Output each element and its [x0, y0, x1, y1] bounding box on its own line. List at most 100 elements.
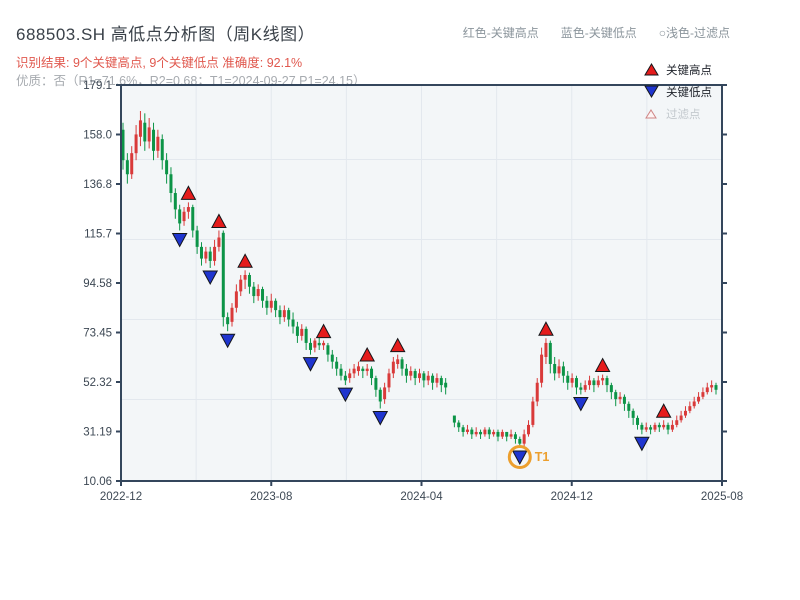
candle-body — [247, 274, 251, 287]
key-high-marker — [594, 357, 611, 373]
y-tick-label: 115.7 — [84, 229, 112, 241]
key-high-marker — [211, 213, 227, 228]
page-title: 688503.SH 高低点分析图（周K线图） — [16, 25, 316, 44]
key-high-marker — [538, 321, 554, 336]
legend-label: 关键高点 — [666, 64, 712, 77]
candle-body — [143, 122, 147, 142]
candle-body — [160, 139, 164, 161]
candle-body — [313, 340, 317, 348]
candle-body — [308, 342, 312, 350]
candle-body — [492, 431, 496, 435]
candle-body — [191, 207, 195, 231]
red-up-triangle-icon — [644, 63, 659, 76]
candle-body — [518, 438, 522, 444]
candle-body — [675, 420, 679, 425]
key-high-marker — [359, 346, 376, 362]
candle-body — [239, 279, 243, 292]
candle-body — [426, 375, 430, 381]
candle-body — [500, 431, 504, 437]
candle-body — [579, 387, 583, 390]
candle-body — [221, 232, 225, 318]
candle-body — [496, 431, 500, 437]
candle-body — [697, 396, 701, 402]
plot-legend: 关键高点 关键低点 过滤点 — [644, 61, 712, 122]
color-legend-key-low: 蓝色-关键低点 — [560, 26, 637, 40]
candle-body — [509, 434, 513, 437]
candle-body — [195, 230, 199, 247]
candle-body — [400, 359, 404, 369]
candle-body — [226, 317, 230, 325]
candle-body — [596, 380, 600, 386]
candle-body — [217, 237, 221, 247]
candle-body — [304, 328, 308, 343]
candle-body — [439, 378, 443, 386]
candle-body — [653, 424, 657, 430]
candle-body — [553, 364, 557, 374]
candle-body — [413, 371, 417, 379]
candle-body — [631, 410, 635, 418]
candle-body — [679, 415, 683, 421]
candle-body — [130, 153, 134, 175]
candle-body — [169, 174, 173, 193]
candle-body — [252, 286, 256, 297]
legend-item-filtered: 过滤点 — [644, 105, 712, 122]
candle-body — [186, 207, 190, 212]
blue-down-triangle-icon — [644, 85, 659, 98]
candle-body — [387, 373, 391, 388]
candle-body — [566, 375, 570, 383]
candle-body — [265, 300, 269, 308]
candle-body — [152, 129, 156, 151]
candle-body — [622, 396, 626, 404]
candle-body — [291, 319, 295, 327]
candle-body — [396, 359, 400, 365]
key-high-marker — [180, 185, 197, 200]
candles-group — [121, 111, 718, 448]
candle-body — [531, 401, 535, 425]
recognition-result-text: 识别结果: 9个关键高点, 9个关键低点 准确度: 92.1% — [16, 56, 303, 70]
candle-body — [574, 378, 578, 388]
candle-body — [705, 387, 709, 393]
candle-body — [474, 431, 478, 435]
key-low-marker — [634, 436, 650, 452]
candle-body — [666, 424, 670, 430]
key-low-marker — [302, 357, 319, 372]
y-tick-label: 136.8 — [83, 179, 112, 191]
candle-body — [505, 431, 509, 437]
candle-body — [527, 424, 531, 435]
candle-body — [339, 368, 343, 376]
x-tick-label: 2023-08 — [250, 491, 292, 503]
candle-body — [548, 342, 552, 365]
candle-body — [431, 375, 435, 383]
candle-body — [618, 396, 622, 400]
candle-body — [300, 328, 304, 336]
legend-item-key-low: 关键低点 — [644, 83, 712, 100]
legend-item-key-high: 关键高点 — [644, 61, 712, 78]
candle-body — [588, 380, 592, 386]
candle-body — [278, 310, 282, 318]
candle-body — [182, 211, 186, 222]
kline-chart: T1 179.1 158.0 136.8 115.7 94.58 73.45 52.32 31.… — [83, 80, 743, 503]
color-legend-key-high: 红色-关键高点 — [462, 26, 539, 40]
y-tick-label: 179.1 — [83, 80, 112, 92]
candle-body — [670, 424, 674, 430]
key-high-marker — [389, 337, 406, 353]
candle-body — [125, 160, 129, 175]
key-low-marker — [337, 387, 354, 403]
candle-body — [322, 342, 326, 346]
candle-body — [213, 246, 217, 261]
key-high-markers — [180, 185, 672, 418]
y-tick-label: 31.19 — [83, 427, 112, 439]
outline-triangle-icon — [645, 109, 657, 119]
t1-label: T1 — [535, 450, 550, 464]
candle-body — [282, 310, 286, 318]
candle-body — [121, 129, 125, 161]
candle-body — [710, 385, 714, 388]
y-tick-label: 158.0 — [83, 130, 112, 142]
candle-body — [204, 251, 208, 259]
candle-body — [383, 387, 387, 400]
candle-body — [605, 378, 609, 386]
candle-body — [374, 378, 378, 390]
candle-body — [156, 136, 160, 151]
candle-body — [356, 366, 360, 372]
